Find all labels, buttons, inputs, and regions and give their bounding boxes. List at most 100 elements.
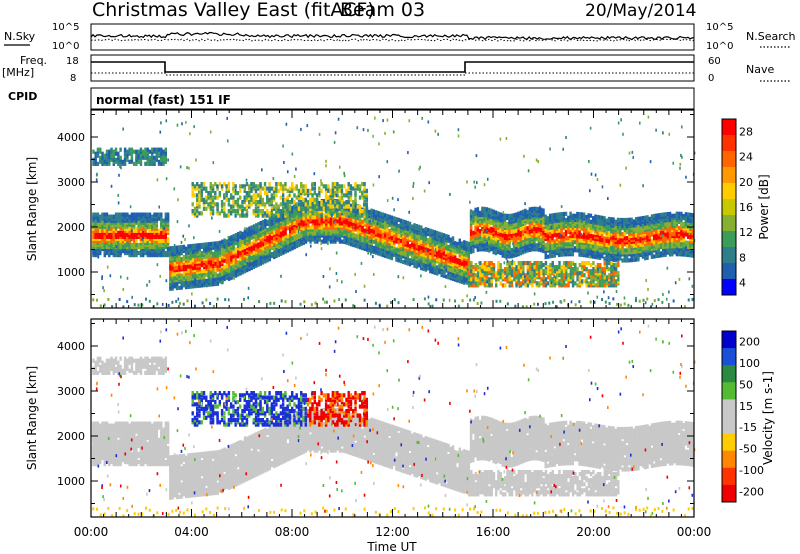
power-cell xyxy=(345,218,348,223)
power-cell xyxy=(512,245,516,250)
power-cell xyxy=(524,273,527,278)
power-cell xyxy=(166,236,170,242)
power-cell xyxy=(180,251,183,256)
power-cell xyxy=(653,213,656,219)
power-cell xyxy=(571,223,575,228)
power-cell xyxy=(467,260,471,266)
power-cell xyxy=(526,234,529,239)
power-cell xyxy=(623,225,627,231)
power-cell xyxy=(408,225,412,230)
power-cell xyxy=(257,242,260,247)
power-cell xyxy=(160,212,163,217)
power-cell xyxy=(207,246,210,251)
power-cell xyxy=(313,215,317,220)
power-cell xyxy=(546,234,550,239)
power-cell xyxy=(616,221,620,227)
power-cell xyxy=(433,250,437,255)
power-cell xyxy=(472,269,475,274)
power-cell xyxy=(291,229,294,235)
power-cell xyxy=(646,215,649,220)
power-cell xyxy=(413,223,416,228)
power-cell xyxy=(261,242,265,247)
power-cell xyxy=(178,285,181,290)
power-cell xyxy=(587,213,590,218)
power-cell xyxy=(628,250,631,255)
power-cell xyxy=(474,207,477,212)
power-cell xyxy=(668,211,672,217)
power-cell xyxy=(363,242,367,247)
power-cell xyxy=(673,250,676,255)
power-cell xyxy=(196,243,199,248)
power-cell xyxy=(431,245,434,250)
power-cell xyxy=(612,229,615,234)
power-cell xyxy=(250,245,253,250)
power-cell xyxy=(212,269,215,275)
power-cell xyxy=(517,269,521,274)
power-cell xyxy=(605,246,608,252)
power-cell xyxy=(243,267,247,272)
power-cell xyxy=(101,240,104,246)
power-cell xyxy=(184,246,188,251)
power-cell xyxy=(105,244,109,250)
power-cell xyxy=(404,234,407,239)
power-cell xyxy=(456,241,459,247)
power-cell xyxy=(630,217,633,222)
power-cell xyxy=(402,259,405,265)
power-cell xyxy=(535,206,538,211)
power-cell xyxy=(135,226,138,231)
power-cell xyxy=(488,277,491,282)
plot-title: Christmas Valley East (fitACF) xyxy=(92,0,375,21)
power-cell xyxy=(189,284,192,289)
power-cell xyxy=(413,243,416,248)
power-cell xyxy=(406,233,409,238)
power-cell xyxy=(96,212,100,217)
power-cell xyxy=(198,275,201,280)
power-cell xyxy=(659,224,663,230)
power-cell xyxy=(429,228,432,233)
power-cell xyxy=(209,241,213,247)
power-cell xyxy=(544,232,547,237)
power-cell xyxy=(492,209,495,214)
power-cell xyxy=(171,280,174,285)
freq-panel: Freq. [MHz] 18 8 60 0 Nave xyxy=(2,54,790,84)
power-cell xyxy=(105,222,109,227)
power-cell xyxy=(476,231,480,236)
power-cell xyxy=(331,233,335,238)
nsky-panel: N.Sky 10^5 10^0 10^5 10^0 N.Search xyxy=(4,22,796,52)
power-cell xyxy=(616,252,620,257)
power-cell xyxy=(255,227,258,232)
power-cell xyxy=(411,224,414,229)
power-cell xyxy=(148,212,152,217)
power-cell xyxy=(501,237,504,242)
power-cell xyxy=(225,245,229,250)
power-cell xyxy=(119,212,122,217)
power-cell xyxy=(252,238,256,243)
power-cell xyxy=(555,212,559,217)
power-cell xyxy=(634,257,638,262)
power-cell xyxy=(564,217,568,223)
power-cell xyxy=(343,229,346,234)
power-cell xyxy=(151,234,154,239)
power-cell xyxy=(677,219,681,224)
power-cell xyxy=(295,239,299,245)
power-cell xyxy=(142,216,145,221)
power-cell xyxy=(478,210,482,216)
power-cell xyxy=(435,230,439,236)
freq-tick-min: 8 xyxy=(70,73,76,84)
power-cell xyxy=(139,244,143,250)
power-cell xyxy=(487,219,491,225)
power-cell xyxy=(472,283,475,288)
nave-tick-max: 60 xyxy=(708,56,721,67)
power-cell xyxy=(580,224,584,229)
power-cell xyxy=(397,244,400,249)
power-cell xyxy=(338,217,342,222)
power-cell xyxy=(212,259,215,265)
power-cell xyxy=(625,248,629,253)
power-cell xyxy=(601,233,604,239)
power-cell xyxy=(187,276,190,281)
power-cell xyxy=(372,209,376,214)
power-cell xyxy=(621,258,624,263)
power-cell xyxy=(476,281,480,286)
power-cell xyxy=(320,217,324,222)
power-cell xyxy=(677,225,681,231)
